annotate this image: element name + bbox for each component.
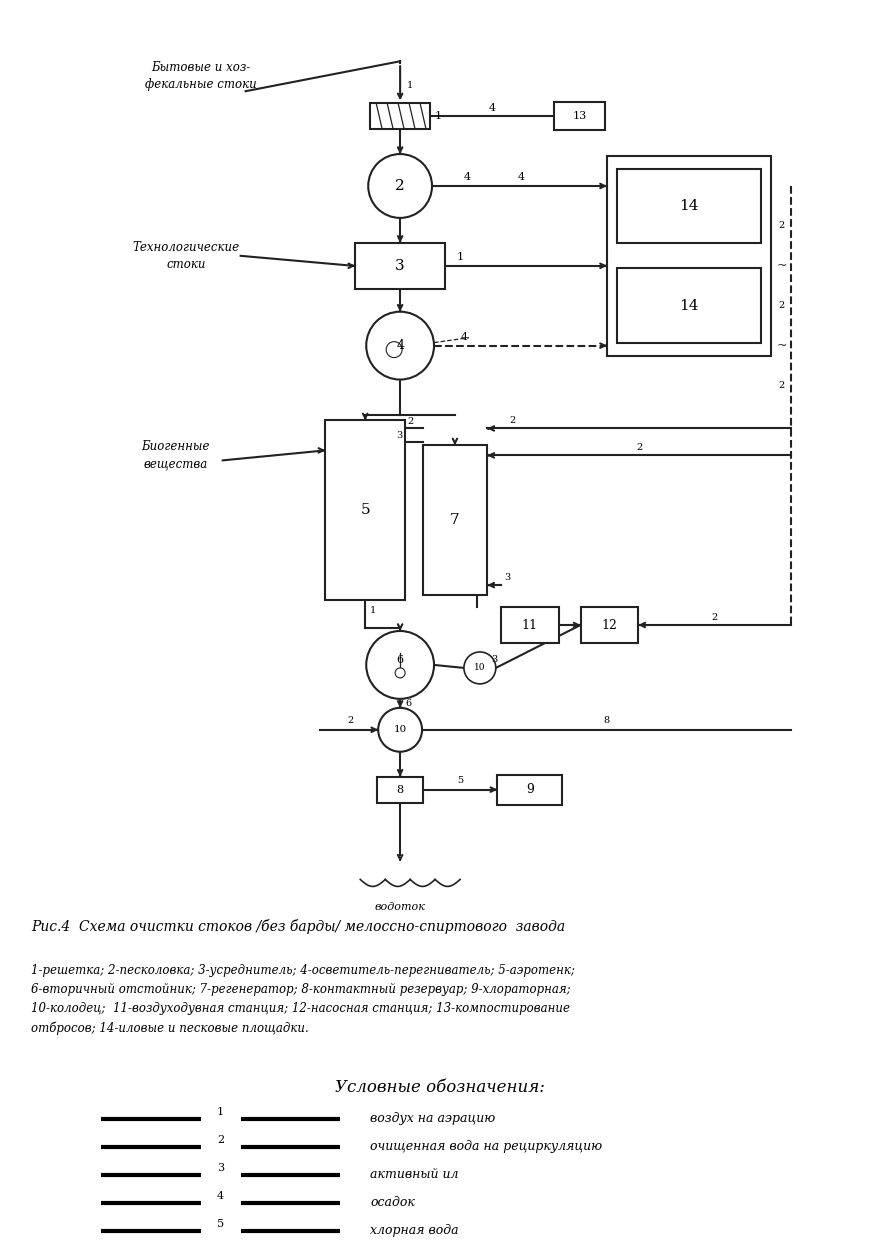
Bar — [554, 102, 605, 130]
Bar — [422, 445, 488, 595]
Bar — [581, 607, 638, 643]
Text: 10: 10 — [393, 726, 407, 735]
Bar — [356, 243, 445, 289]
Text: 9: 9 — [525, 784, 533, 796]
Text: 2: 2 — [395, 179, 405, 193]
Text: 5: 5 — [217, 1218, 224, 1228]
Text: 2: 2 — [712, 612, 718, 621]
Text: активный ил: активный ил — [370, 1168, 458, 1182]
Text: 6: 6 — [405, 699, 411, 708]
Text: 4: 4 — [464, 173, 471, 181]
Text: 6: 6 — [397, 655, 404, 665]
Circle shape — [395, 668, 405, 678]
Text: 2: 2 — [510, 416, 516, 425]
Text: 4: 4 — [460, 331, 467, 341]
Text: очищенная вода на рециркуляцию: очищенная вода на рециркуляцию — [370, 1140, 602, 1153]
Bar — [370, 103, 430, 129]
Circle shape — [378, 708, 422, 752]
Text: Бытовые и хоз-
фекальные стоки: Бытовые и хоз- фекальные стоки — [145, 62, 257, 91]
Text: 2: 2 — [407, 417, 414, 426]
Text: 2: 2 — [778, 381, 785, 391]
Text: 4: 4 — [396, 339, 404, 352]
Circle shape — [464, 651, 495, 684]
Bar — [326, 421, 405, 600]
Text: 4: 4 — [518, 173, 525, 181]
Text: Условные обозначения:: Условные обозначения: — [335, 1079, 545, 1096]
Text: водоток: водоток — [375, 902, 426, 912]
Text: 7: 7 — [451, 513, 459, 527]
Circle shape — [386, 341, 402, 358]
Text: ~: ~ — [776, 260, 787, 272]
Bar — [607, 156, 772, 355]
Bar — [501, 607, 559, 643]
Bar — [497, 775, 562, 805]
Text: 4: 4 — [217, 1191, 224, 1201]
Bar — [617, 169, 761, 243]
Text: 1: 1 — [217, 1108, 224, 1116]
Text: 2: 2 — [778, 301, 785, 310]
Text: 3: 3 — [217, 1163, 224, 1173]
Circle shape — [368, 154, 432, 218]
Text: 14: 14 — [679, 299, 699, 312]
Text: 1: 1 — [407, 81, 414, 89]
Text: 1-решетка; 2-песколовка; 3-усреднитель; 4-осветитель-перегниватель; 5-аэротенк;
: 1-решетка; 2-песколовка; 3-усреднитель; … — [32, 964, 576, 1034]
Text: Биогенные
вещества: Биогенные вещества — [142, 441, 210, 470]
Text: ~: ~ — [776, 339, 787, 352]
Text: 1: 1 — [457, 252, 464, 262]
Text: 1: 1 — [370, 606, 377, 615]
Text: 3: 3 — [395, 258, 405, 273]
Text: 5: 5 — [361, 503, 370, 518]
Text: 5: 5 — [457, 776, 463, 785]
Text: 2: 2 — [347, 716, 354, 726]
Text: осадок: осадок — [370, 1196, 415, 1210]
Text: 1: 1 — [435, 111, 442, 121]
Text: 3: 3 — [504, 572, 510, 582]
Text: 12: 12 — [602, 619, 618, 631]
Text: Рис.4  Схема очистки стоков /без барды/ мелоссно-спиртового  завода: Рис.4 Схема очистки стоков /без барды/ м… — [32, 920, 566, 935]
Text: 8: 8 — [397, 785, 404, 795]
Text: 2: 2 — [636, 444, 642, 452]
Text: 8: 8 — [604, 716, 610, 726]
Text: 2: 2 — [778, 222, 785, 231]
Circle shape — [366, 631, 434, 699]
Bar — [378, 776, 423, 803]
Text: 2: 2 — [217, 1135, 224, 1145]
Text: 10: 10 — [474, 664, 486, 673]
Text: 11: 11 — [522, 619, 538, 631]
Circle shape — [366, 311, 434, 379]
Text: воздух на аэрацию: воздух на аэрацию — [370, 1113, 495, 1125]
Text: Технологические
стоки: Технологические стоки — [132, 241, 239, 271]
Text: 3: 3 — [396, 431, 402, 440]
Text: хлорная вода: хлорная вода — [370, 1225, 458, 1237]
Text: 14: 14 — [679, 199, 699, 213]
Bar — [617, 268, 761, 343]
Text: 3: 3 — [492, 655, 498, 664]
Text: 4: 4 — [488, 103, 495, 113]
Text: 13: 13 — [572, 111, 587, 121]
